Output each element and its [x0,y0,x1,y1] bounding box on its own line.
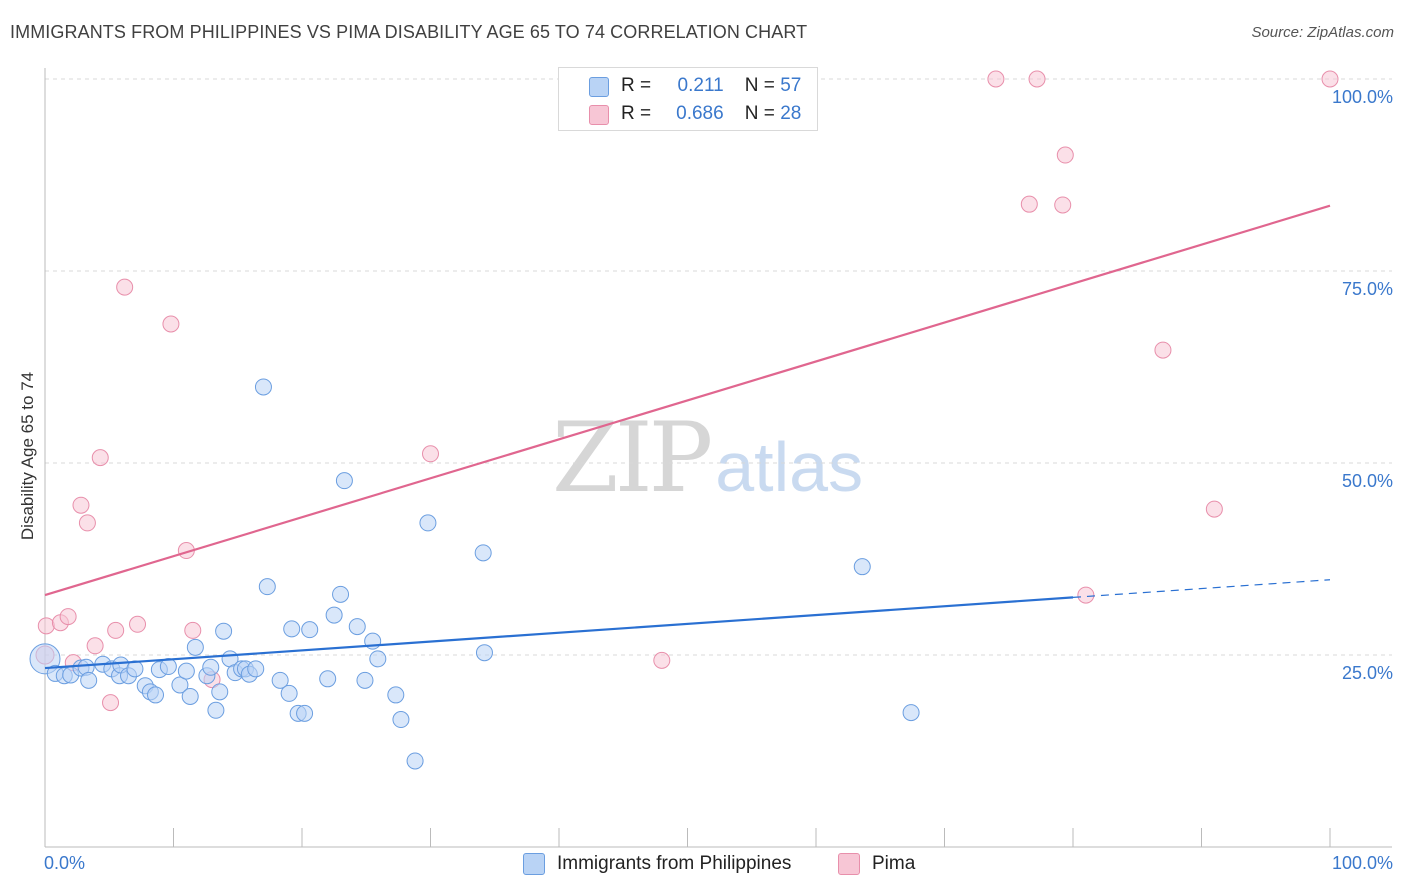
data-point-philippines [356,671,374,689]
chart-source: Source: ZipAtlas.com [1251,24,1394,41]
data-point-philippines [319,670,337,688]
y-tick-label: 50.0% [1342,471,1393,491]
data-point-philippines [211,683,229,701]
data-point-philippines [853,558,871,576]
y-tick-label: 75.0% [1342,279,1393,299]
legend-r-label: R = [621,103,652,124]
trendline-philippines [44,596,1074,670]
data-point-philippines [387,686,405,704]
data-point-philippines [332,585,350,603]
legend-n-label: N = [744,75,775,96]
data-point-pima [1056,146,1074,164]
data-point-philippines [171,676,189,694]
data-point-philippines [215,622,233,640]
data-point-philippines [147,686,165,704]
data-point-pima [78,514,96,532]
data-point-philippines [186,638,204,656]
legend-item-philippines: Immigrants from Philippines [523,850,791,878]
data-point-philippines [902,704,920,722]
data-point-pima [1028,70,1046,88]
data-point-pima [59,608,77,626]
trendline-philippines-extension [1072,579,1331,598]
legend-n-label: N = [744,103,775,124]
legend-swatch-blue [589,77,609,97]
data-point-pima [72,496,90,514]
data-point-pima [653,651,671,669]
x-tick-label: 0.0% [44,853,85,873]
legend-r-value: 0.686 [676,103,724,124]
data-point-philippines [258,578,276,596]
data-point-pima [107,621,125,639]
data-point-philippines [301,621,319,639]
data-point-philippines [254,378,272,396]
data-point-philippines [474,544,492,562]
correlation-legend: R = 0.211 N = 57 R = 0.686 N = 28 [558,67,818,131]
data-point-pima [91,449,109,467]
data-point-pima [102,694,120,712]
data-point-pima [37,617,55,635]
data-point-pima [422,445,439,463]
data-point-pima [184,621,202,639]
legend-n-value: 28 [780,103,802,124]
data-point-pima [987,70,1005,88]
data-point-philippines [280,684,298,702]
data-point-philippines [406,752,424,770]
data-point-philippines [335,472,353,490]
data-point-pima [1205,500,1223,518]
data-point-philippines [392,711,410,729]
data-point-philippines [271,671,289,689]
data-point-pima [129,615,147,633]
data-point-philippines [207,701,225,719]
legend-label-philippines: Immigrants from Philippines [557,853,792,874]
legend-item-pima: Pima [838,850,915,878]
data-point-philippines [181,687,199,705]
data-point-philippines [475,644,493,662]
legend-label-pima: Pima [872,853,916,874]
legend-swatch-pink [589,105,609,125]
data-point-philippines [369,650,387,668]
data-point-pima [1154,341,1172,359]
y-tick-label: 25.0% [1342,663,1393,683]
data-point-pima [86,637,104,655]
chart-title: IMMIGRANTS FROM PHILIPPINES VS PIMA DISA… [10,22,808,42]
data-point-philippines [296,704,314,722]
legend-n-value: 57 [780,75,802,96]
y-tick-label: 100.0% [1332,87,1393,107]
data-point-pima [116,278,134,296]
data-point-philippines [247,660,265,678]
data-point-philippines [283,620,301,638]
legend-swatch-blue [523,853,545,875]
legend-r-value: 0.211 [677,75,724,96]
data-point-philippines [325,606,343,624]
data-point-philippines [202,658,220,676]
data-point-pima [1077,586,1095,604]
legend-r-label: R = [621,75,652,96]
data-point-philippines [80,671,98,689]
data-point-pima [162,315,180,333]
legend-swatch-pink [838,853,860,875]
data-point-philippines [177,662,195,680]
data-point-pima [1321,70,1339,88]
trendline-pima [44,204,1331,597]
data-point-philippines [419,514,437,532]
legend-row-blue: R = 0.211 N = 57 [621,72,801,100]
data-point-pima [1020,195,1038,213]
data-point-philippines [348,618,366,636]
data-point-pima [1054,196,1072,214]
x-tick-label: 100.0% [1332,853,1393,873]
legend-row-pink: R = 0.686 N = 28 [621,100,801,128]
